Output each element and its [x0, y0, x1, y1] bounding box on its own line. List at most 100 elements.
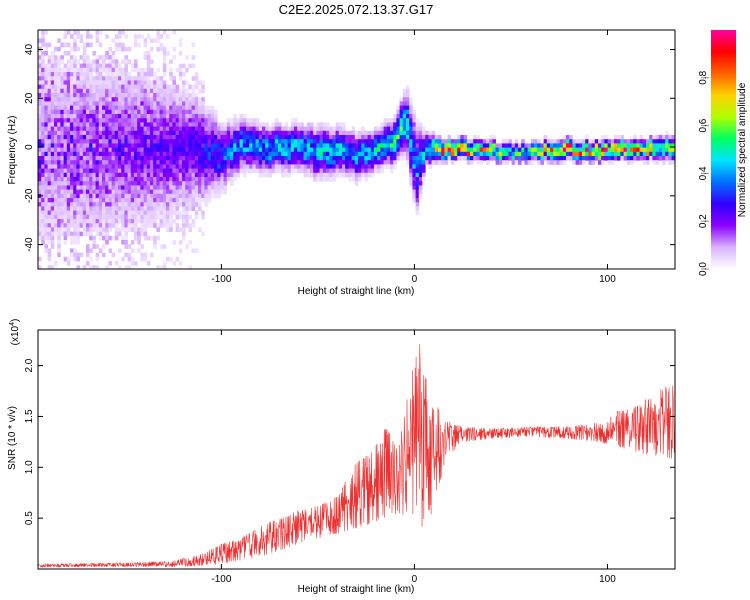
spectrogram-cell — [162, 101, 167, 106]
spectrogram-cell — [447, 156, 452, 161]
spectrogram-cell — [79, 223, 84, 228]
spectrogram-cell — [111, 80, 116, 85]
spectrogram-cell — [98, 139, 103, 144]
spectrogram-cell — [175, 198, 180, 203]
spectrogram-cell — [114, 172, 119, 178]
spectrogram-cell — [582, 156, 586, 161]
spectrogram-cell — [70, 189, 74, 195]
spectrogram-cell — [92, 160, 96, 165]
spectrogram-cell — [57, 84, 61, 90]
y-tick-label: -20 — [24, 188, 35, 203]
spectrogram-cell — [274, 135, 279, 140]
spectrogram-cell — [354, 151, 359, 157]
spectrogram-cell — [118, 147, 122, 153]
spectrogram-cell — [406, 109, 410, 115]
spectrogram-cell — [86, 122, 90, 127]
spectrogram-cell — [495, 147, 500, 153]
spectrogram-cell — [76, 135, 80, 140]
spectrogram-cell — [134, 34, 138, 39]
spectrogram-cell — [108, 248, 112, 253]
spectrogram-cell — [102, 97, 106, 102]
spectrogram-cell — [434, 156, 439, 161]
spectrogram-cell — [140, 214, 144, 220]
spectrogram-cell — [230, 156, 234, 161]
spectrogram-cell — [572, 143, 576, 148]
spectrogram-cell — [386, 126, 391, 132]
spectrogram-cell — [86, 42, 90, 48]
spectrogram-cell — [380, 168, 384, 174]
spectrogram-cell — [98, 93, 103, 98]
spectrogram-cell — [198, 97, 202, 102]
spectrogram-cell — [172, 139, 176, 144]
spectrogram-cell — [482, 139, 487, 144]
spectrogram-cell — [82, 223, 87, 228]
spectrogram-cell — [546, 139, 551, 144]
spectrogram-cell — [89, 135, 93, 140]
spectrogram-cell — [143, 202, 148, 207]
spectrogram-cell — [111, 214, 116, 220]
spectrogram-cell — [73, 219, 77, 224]
spectrogram-cell — [146, 235, 151, 241]
spectrogram-cell — [114, 185, 119, 190]
spectrogram-cell — [166, 206, 170, 211]
spectrogram-cell — [182, 97, 186, 102]
spectrogram-cell — [95, 252, 100, 258]
spectrogram-cell — [402, 97, 407, 102]
spectrogram-cell — [338, 122, 343, 127]
spectrogram-cell — [594, 151, 599, 157]
spectrogram-cell — [185, 101, 189, 106]
spectrogram-cell — [617, 143, 621, 148]
spectrogram-cell — [95, 210, 100, 216]
spectrogram-cell — [374, 168, 378, 174]
spectrogram-cell — [140, 80, 144, 85]
spectrogram-cell — [204, 198, 208, 203]
spectrogram-cell — [390, 122, 394, 127]
spectrogram-cell — [121, 151, 125, 157]
spectrogram-cell — [182, 147, 186, 153]
spectrogram-cell — [358, 135, 362, 140]
spectrogram-cell — [153, 164, 157, 169]
spectrogram-cell — [457, 147, 461, 153]
spectrogram-cell — [178, 38, 183, 43]
spectrogram-cell — [390, 147, 394, 153]
spectrogram-cell — [146, 59, 151, 64]
spectrogram-cell — [44, 84, 48, 90]
spectrogram-cell — [63, 240, 68, 245]
spectrogram-cell — [41, 88, 45, 94]
spectrogram-cell — [390, 135, 394, 140]
spectrogram-cell — [178, 76, 183, 81]
spectrogram-cell — [41, 202, 45, 207]
spectrogram-cell — [271, 164, 276, 169]
spectrogram-cell — [41, 177, 45, 182]
spectrogram-cell — [50, 231, 55, 237]
spectrogram-cell — [134, 198, 138, 203]
spectrogram-cell — [191, 185, 196, 190]
spectrogram-cell — [668, 139, 672, 144]
spectrogram-cell — [60, 172, 64, 178]
spectrogram-cell — [50, 193, 55, 199]
spectrogram-cell — [150, 219, 154, 224]
spectrogram-cell — [188, 172, 192, 178]
spectrogram-cell — [214, 135, 218, 140]
spectrogram-cell — [169, 118, 173, 123]
spectrogram-cell — [431, 130, 436, 136]
spectrogram-cell — [153, 181, 157, 186]
spectrogram-cell — [63, 72, 68, 77]
spectrogram-cell — [159, 164, 164, 169]
spectrogram-cell — [73, 198, 77, 203]
spectrogram-cell — [204, 135, 208, 140]
spectrogram-cell — [335, 135, 340, 140]
spectrogram-cell — [185, 67, 189, 73]
spectrogram-cell — [319, 151, 324, 157]
spectrogram-cell — [73, 93, 77, 98]
spectrogram-cell — [316, 135, 320, 140]
spectrogram-cell — [50, 105, 55, 111]
spectrogram-cell — [111, 235, 116, 241]
spectrogram-cell — [57, 164, 61, 169]
spectrogram-cell — [118, 143, 122, 148]
spectrogram-cell — [82, 214, 87, 220]
spectrogram-cell — [185, 214, 189, 220]
spectrogram-cell — [230, 172, 234, 178]
spectrogram-cell — [306, 122, 311, 127]
spectrogram-cell — [41, 84, 45, 90]
